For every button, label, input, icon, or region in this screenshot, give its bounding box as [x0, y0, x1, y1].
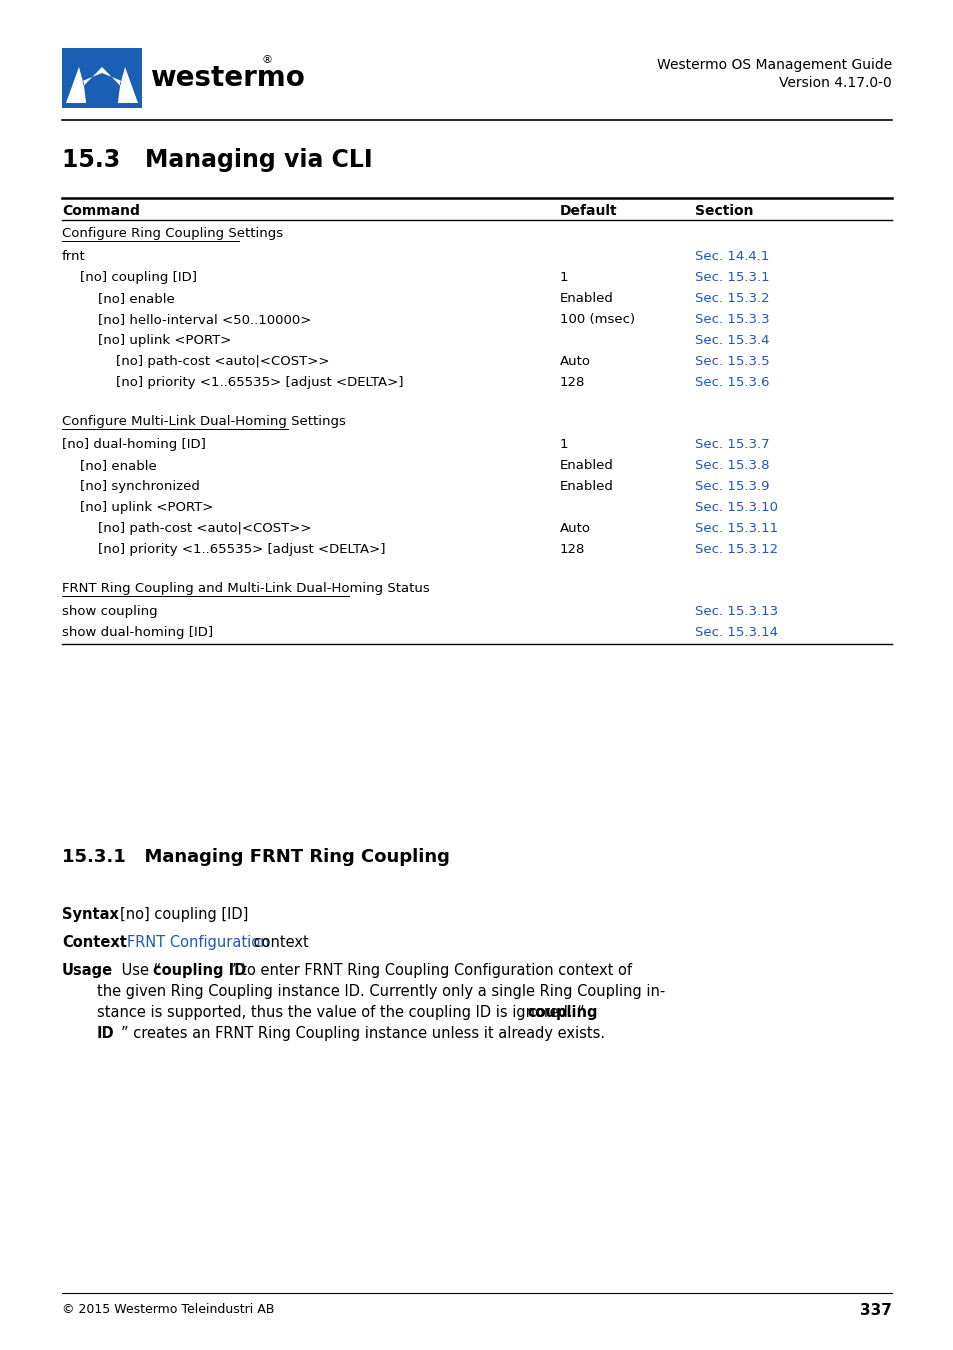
Bar — [62, 49, 142, 108]
Text: [no] coupling [ID]: [no] coupling [ID] — [80, 271, 196, 284]
Text: 337: 337 — [860, 1303, 891, 1318]
Text: show coupling: show coupling — [62, 605, 157, 618]
Text: stance is supported, thus the value of the coupling ID is ignored. “: stance is supported, thus the value of t… — [97, 1004, 584, 1021]
Text: [no] coupling [ID]: [no] coupling [ID] — [120, 907, 248, 922]
Text: Westermo OS Management Guide: Westermo OS Management Guide — [656, 58, 891, 72]
Text: Configure Multi-Link Dual-Homing Settings: Configure Multi-Link Dual-Homing Setting… — [62, 414, 346, 428]
Text: Sec. 15.3.6: Sec. 15.3.6 — [695, 377, 769, 389]
Text: Sec. 15.3.2: Sec. 15.3.2 — [695, 292, 769, 305]
Text: Sec. 15.3.4: Sec. 15.3.4 — [695, 333, 769, 347]
Text: Enabled: Enabled — [559, 459, 613, 472]
Text: © 2015 Westermo Teleindustri AB: © 2015 Westermo Teleindustri AB — [62, 1303, 274, 1316]
Text: 128: 128 — [559, 543, 585, 556]
Text: FRNT Ring Coupling and Multi-Link Dual-Homing Status: FRNT Ring Coupling and Multi-Link Dual-H… — [62, 582, 429, 595]
Text: Auto: Auto — [559, 522, 590, 535]
Text: Sec. 15.3.9: Sec. 15.3.9 — [695, 481, 769, 493]
Text: 128: 128 — [559, 377, 585, 389]
Text: Sec. 15.3.10: Sec. 15.3.10 — [695, 501, 778, 514]
Text: 100 (msec): 100 (msec) — [559, 313, 635, 325]
Polygon shape — [66, 68, 138, 103]
Text: Sec. 15.3.13: Sec. 15.3.13 — [695, 605, 778, 618]
Text: 15.3   Managing via CLI: 15.3 Managing via CLI — [62, 148, 373, 171]
Text: [no] path-cost <auto|<COST>>: [no] path-cost <auto|<COST>> — [98, 522, 312, 535]
Text: Version 4.17.0-0: Version 4.17.0-0 — [779, 76, 891, 90]
Text: Sec. 15.3.7: Sec. 15.3.7 — [695, 437, 769, 451]
Text: [no] synchronized: [no] synchronized — [80, 481, 200, 493]
Text: ®: ® — [262, 55, 273, 65]
Text: Sec. 15.3.11: Sec. 15.3.11 — [695, 522, 778, 535]
Text: [no] uplink <PORT>: [no] uplink <PORT> — [98, 333, 232, 347]
Text: FRNT Configuration: FRNT Configuration — [127, 936, 269, 950]
Text: Usage: Usage — [62, 963, 113, 977]
Text: 1: 1 — [559, 271, 568, 284]
Text: [no] priority <1..65535> [adjust <DELTA>]: [no] priority <1..65535> [adjust <DELTA>… — [98, 543, 385, 556]
Text: Sec. 15.3.8: Sec. 15.3.8 — [695, 459, 769, 472]
Text: Sec. 15.3.1: Sec. 15.3.1 — [695, 271, 769, 284]
Text: 15.3.1   Managing FRNT Ring Coupling: 15.3.1 Managing FRNT Ring Coupling — [62, 848, 450, 865]
Text: Sec. 15.3.14: Sec. 15.3.14 — [695, 626, 778, 639]
Text: Sec. 14.4.1: Sec. 14.4.1 — [695, 250, 768, 263]
Text: [no] enable: [no] enable — [98, 292, 174, 305]
Text: Section: Section — [695, 204, 753, 217]
Text: [no] priority <1..65535> [adjust <DELTA>]: [no] priority <1..65535> [adjust <DELTA>… — [116, 377, 403, 389]
Text: Default: Default — [559, 204, 617, 217]
Text: Configure Ring Coupling Settings: Configure Ring Coupling Settings — [62, 227, 283, 240]
Text: ID: ID — [97, 1026, 114, 1041]
Text: show dual-homing [ID]: show dual-homing [ID] — [62, 626, 213, 639]
Text: Sec. 15.3.5: Sec. 15.3.5 — [695, 355, 769, 369]
Text: Enabled: Enabled — [559, 481, 613, 493]
Text: Use “: Use “ — [117, 963, 161, 977]
Text: ” creates an FRNT Ring Coupling instance unless it already exists.: ” creates an FRNT Ring Coupling instance… — [121, 1026, 604, 1041]
Text: [no] enable: [no] enable — [80, 459, 156, 472]
Text: [no] uplink <PORT>: [no] uplink <PORT> — [80, 501, 213, 514]
Text: coupling ID: coupling ID — [152, 963, 246, 977]
Text: [no] hello-interval <50..10000>: [no] hello-interval <50..10000> — [98, 313, 311, 325]
Text: Auto: Auto — [559, 355, 590, 369]
Text: Command: Command — [62, 204, 140, 217]
Text: Sec. 15.3.12: Sec. 15.3.12 — [695, 543, 778, 556]
Text: [no] dual-homing [ID]: [no] dual-homing [ID] — [62, 437, 206, 451]
Text: westermo: westermo — [150, 63, 305, 92]
Text: the given Ring Coupling instance ID. Currently only a single Ring Coupling in-: the given Ring Coupling instance ID. Cur… — [97, 984, 664, 999]
Text: Context: Context — [62, 936, 127, 950]
Text: Syntax: Syntax — [62, 907, 119, 922]
Text: coupling: coupling — [526, 1004, 597, 1021]
Text: Sec. 15.3.3: Sec. 15.3.3 — [695, 313, 769, 325]
Text: frnt: frnt — [62, 250, 86, 263]
Text: context: context — [249, 936, 309, 950]
Text: ” to enter FRNT Ring Coupling Configuration context of: ” to enter FRNT Ring Coupling Configurat… — [229, 963, 631, 977]
Text: Enabled: Enabled — [559, 292, 613, 305]
Text: 1: 1 — [559, 437, 568, 451]
Text: [no] path-cost <auto|<COST>>: [no] path-cost <auto|<COST>> — [116, 355, 329, 369]
